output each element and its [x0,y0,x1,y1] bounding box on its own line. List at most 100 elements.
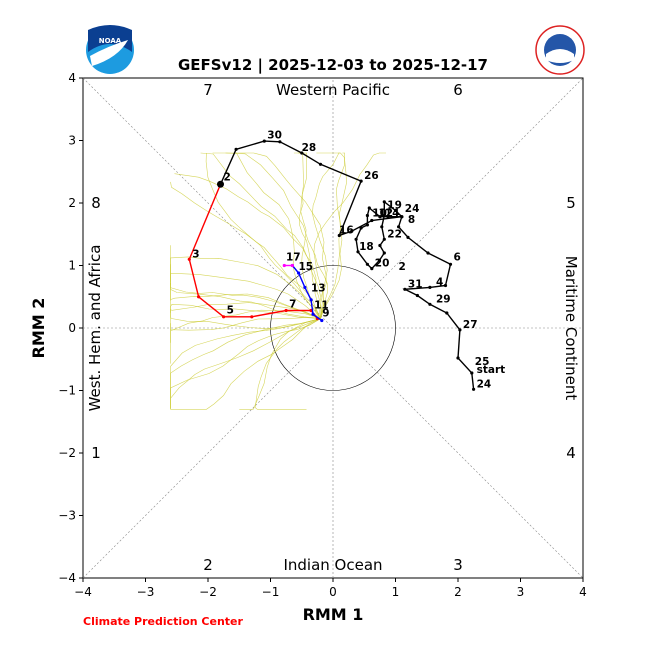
series-line-forecast_week2 [291,265,323,322]
series-point-forecast_week2 [303,285,307,289]
day-label: 7 [289,298,296,310]
series-point-observed [367,206,371,210]
phase-7: 7 [203,81,213,99]
series-point-observed [428,302,432,306]
series-layer [187,139,476,391]
series-point-observed [400,215,404,219]
chart-title: GEFSv12 | 2025-12-03 to 2025-12-17 [178,56,488,75]
guide-diagonal-down [82,77,584,579]
series-point-forecast_week2 [320,318,324,323]
y-axis-label: RMM 2 [29,298,48,359]
region-right: Maritime Continent [562,256,580,401]
day-label: 6 [454,251,461,263]
series-point-observed [350,229,354,233]
series-point-observed [456,356,460,360]
nws-logo [535,25,585,75]
day-label: 5 [227,305,234,317]
noaa-logo: NOAA [86,25,134,74]
series-point-observed [382,251,386,255]
ensemble-members [170,152,386,410]
unit-circle [270,265,396,391]
y-tick-label: −2 [58,446,76,460]
day-label: 17 [286,251,301,263]
y-tick-label: −1 [58,384,76,398]
series-point-observed [445,311,449,315]
day-label: 15 [299,261,314,273]
series-point-observed [382,213,386,218]
x-tick-label: 4 [579,585,587,599]
day-label: 26 [364,170,379,182]
day-label: 2 [224,171,231,183]
series-point-observed [443,283,448,288]
day-label: 9 [322,308,329,320]
series-point-observed [318,162,323,166]
ensemble-member-line [234,152,327,319]
x-tick-label: 2 [454,585,462,599]
series-point-observed [354,237,358,241]
series-point-observed [370,267,374,271]
ensemble-member-line [170,264,321,319]
y-tick-label: 3 [68,134,76,148]
series-point-observed [386,215,390,219]
phase-3: 3 [453,556,463,574]
series-point-observed [426,251,430,255]
series-point-observed [262,139,266,143]
day-label: 25 [475,356,490,368]
y-tick-label: 4 [68,71,76,85]
series-point-forecast_week2 [297,271,301,275]
ensemble-member-line [170,282,321,330]
ensemble-member-line [225,152,321,319]
series-point-forecast_week3 [290,263,294,268]
ensemble-member-line [312,152,341,319]
day-label: 8 [408,214,415,226]
x-axis-label: RMM 1 [303,605,364,624]
series-point-observed [382,237,386,241]
observed-end-marker [217,180,224,188]
ensemble-member-line [297,152,323,319]
series-point-forecast_week1 [222,315,226,319]
day-label: 2 [399,261,406,273]
series-point-observed [415,293,419,298]
y-tick-label: 1 [68,259,76,273]
ensemble-member-line [200,152,322,319]
day-label: start [477,364,506,376]
series-point-forecast_week1 [284,308,288,313]
phase-2: 2 [203,556,213,574]
series-point-observed [278,140,282,144]
y-tick-label: −3 [58,509,76,523]
ensemble-member-line [212,152,328,319]
x-tick-label: 0 [329,585,337,599]
series-point-observed [365,213,369,218]
series-point-forecast_week1 [197,295,201,299]
phase-6: 6 [453,81,463,99]
phase-8: 8 [91,194,101,212]
day-label: 16 [339,225,354,237]
series-point-observed [234,147,238,151]
series-point-forecast_week2 [309,298,313,302]
day-label: 31 [408,278,423,290]
day-label: 19 [387,200,402,212]
day-label: 3 [192,248,199,260]
day-label: 11 [314,300,329,312]
series-point-observed [365,223,369,227]
day-label: 24 [405,203,420,215]
series-point-observed [403,287,407,291]
day-label: 28 [302,142,317,154]
x-tick-label: 3 [517,585,525,599]
series-point-observed [378,215,382,219]
series-point-observed [448,262,453,266]
phase-4: 4 [566,444,576,462]
phase-5: 5 [566,194,576,212]
day-label: 22 [387,228,402,240]
day-label: 24 [477,378,492,390]
series-point-observed [370,218,374,223]
ensemble-member-line [170,316,321,331]
series-point-observed [356,250,360,254]
series-point-observed [472,387,476,391]
day-label: 27 [463,319,478,331]
region-bottom: Indian Ocean [283,556,382,574]
series-point-forecast_week1 [187,257,191,261]
series-point-forecast_week2 [311,312,315,316]
